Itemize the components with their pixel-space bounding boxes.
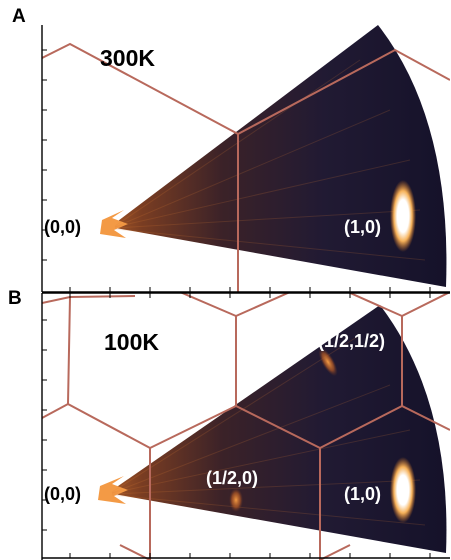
panel-a-ticks	[42, 49, 431, 292]
panel-a-peak-1-0	[390, 180, 416, 252]
panel-b-label-half-0: (1/2,0)	[206, 468, 258, 488]
panel-b-origin-glow	[98, 476, 128, 504]
panel-a-label-1-0: (1,0)	[344, 217, 381, 237]
panel-b-peak-half-half	[318, 347, 338, 377]
panel-b-label-half-half: (1/2,1/2)	[318, 331, 385, 351]
panel-b-letter: B	[8, 288, 22, 309]
panel-b-streaks	[111, 334, 426, 526]
panel-a: 300K (0,0) (1,0)	[41, 25, 450, 293]
panel-a-letter: A	[12, 6, 26, 27]
panel-b-label-0-0: (0,0)	[44, 484, 81, 504]
panel-b-wedge	[108, 305, 447, 553]
panel-b-peak-half-0	[229, 488, 243, 512]
panel-a-origin-glow	[100, 210, 128, 238]
panel-b-peak-1-0	[390, 457, 416, 523]
panel-b-label-1-0: (1,0)	[344, 484, 381, 504]
panel-a-label-0-0: (0,0)	[44, 217, 81, 237]
panel-a-wedge	[110, 25, 447, 287]
panel-a-hexagon-grid	[42, 42, 450, 292]
panel-a-temperature: 300K	[100, 45, 155, 71]
panel-b-temperature: 100K	[104, 329, 159, 355]
panel-b-ticks	[42, 293, 431, 558]
panel-b: 100K (0,0) (1/2,0) (1,0) (1/2,1/2)	[41, 292, 450, 560]
